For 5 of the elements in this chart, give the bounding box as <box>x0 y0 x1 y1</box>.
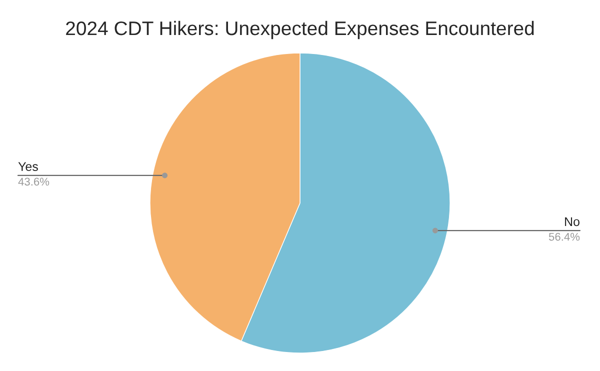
data-label: 56.4% <box>548 232 580 241</box>
slice-label: No <box>565 217 580 226</box>
slice-label: Yes <box>18 162 38 171</box>
chart-title: 2024 CDT Hikers: Unexpected Expenses Encountered <box>66 20 534 40</box>
data-label: 43.6% <box>18 178 50 186</box>
